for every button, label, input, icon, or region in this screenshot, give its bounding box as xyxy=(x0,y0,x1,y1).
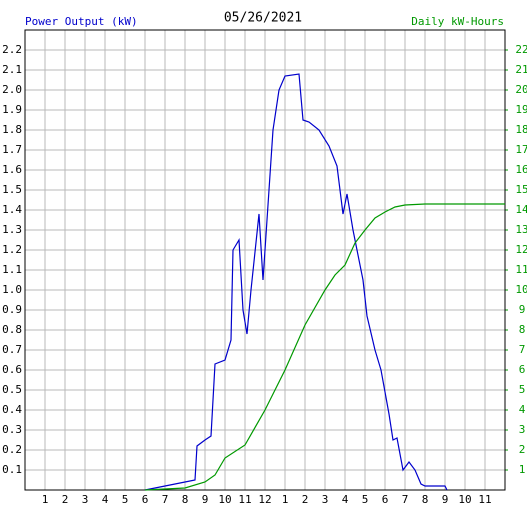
y-tick-label: 1.8 xyxy=(2,123,22,136)
y2-tick-label: 13 xyxy=(515,223,527,236)
y2-tick-label: 14 xyxy=(515,203,527,216)
x-tick-label: 5 xyxy=(362,493,369,506)
x-tick-label: 12 xyxy=(258,493,271,506)
x-tick-label: 3 xyxy=(82,493,89,506)
y-tick-label: 1.4 xyxy=(2,203,22,216)
y2-tick-label: 7 xyxy=(519,343,526,356)
y-tick-label: 1.3 xyxy=(2,223,22,236)
x-tick-label: 11 xyxy=(478,493,491,506)
y-tick-label: 0.7 xyxy=(2,343,22,356)
y-axis-title: Power Output (kW) xyxy=(25,15,138,28)
y2-tick-label: 22 xyxy=(515,43,527,56)
x-tick-label: 8 xyxy=(182,493,189,506)
y-tick-label: 1.5 xyxy=(2,183,22,196)
y-tick-label: 0.2 xyxy=(2,443,22,456)
y-tick-label: 0.6 xyxy=(2,363,22,376)
y-tick-label: 0.3 xyxy=(2,423,22,436)
y2-tick-label: 12 xyxy=(515,243,527,256)
y2-tick-label: 11 xyxy=(515,263,527,276)
y2-tick-label: 15 xyxy=(515,183,527,196)
y-tick-label: 1.2 xyxy=(2,243,22,256)
y-tick-label: 2.0 xyxy=(2,83,22,96)
y-tick-label: 1.0 xyxy=(2,283,22,296)
y-tick-label: 0.1 xyxy=(2,463,22,476)
x-tick-label: 4 xyxy=(342,493,349,506)
x-tick-label: 7 xyxy=(402,493,409,506)
y2-tick-label: 19 xyxy=(515,103,527,116)
y2-tick-label: 17 xyxy=(515,143,527,156)
y-tick-label: 0.5 xyxy=(2,383,22,396)
x-tick-label: 2 xyxy=(302,493,309,506)
y2-tick-label: 5 xyxy=(519,383,526,396)
y2-tick-label: 4 xyxy=(519,403,526,416)
x-tick-label: 11 xyxy=(238,493,251,506)
x-tick-label: 5 xyxy=(122,493,129,506)
y-tick-label: 0.9 xyxy=(2,303,22,316)
y2-tick-label: 8 xyxy=(519,323,526,336)
x-tick-label: 8 xyxy=(422,493,429,506)
x-tick-label: 2 xyxy=(62,493,69,506)
series-line xyxy=(144,203,505,491)
x-tick-label: 3 xyxy=(322,493,329,506)
x-tick-label: 7 xyxy=(162,493,169,506)
x-tick-label: 1 xyxy=(282,493,289,506)
y-tick-label: 1.7 xyxy=(2,143,22,156)
x-tick-label: 1 xyxy=(42,493,49,506)
y2-tick-label: 10 xyxy=(515,283,527,296)
y2-tick-label: 1 xyxy=(519,463,526,476)
series-line xyxy=(144,73,448,491)
y-tick-label: 2.2 xyxy=(2,43,22,56)
chart-title: 05/26/2021 xyxy=(224,11,302,26)
y2-tick-label: 2 xyxy=(519,443,526,456)
y2-axis-title: Daily kW-Hours xyxy=(411,15,504,28)
x-tick-label: 6 xyxy=(142,493,149,506)
x-tick-label: 10 xyxy=(218,493,231,506)
y2-tick-label: 21 xyxy=(515,63,527,76)
y2-tick-label: 18 xyxy=(515,123,527,136)
y-tick-label: 0.8 xyxy=(2,323,22,336)
y2-tick-label: 16 xyxy=(515,163,527,176)
y-tick-label: 1.1 xyxy=(2,263,22,276)
x-tick-label: 9 xyxy=(442,493,449,506)
y-tick-label: 1.9 xyxy=(2,103,22,116)
y2-tick-label: 20 xyxy=(515,83,527,96)
y2-tick-label: 3 xyxy=(519,423,526,436)
plot-frame xyxy=(24,29,506,491)
x-tick-label: 10 xyxy=(458,493,471,506)
x-tick-label: 4 xyxy=(102,493,109,506)
y-tick-label: 0.4 xyxy=(2,403,22,416)
y2-tick-label: 6 xyxy=(519,363,526,376)
y-tick-label: 2.1 xyxy=(2,63,22,76)
y2-tick-label: 9 xyxy=(519,303,526,316)
x-tick-label: 6 xyxy=(382,493,389,506)
x-tick-label: 9 xyxy=(202,493,209,506)
y-tick-label: 1.6 xyxy=(2,163,22,176)
